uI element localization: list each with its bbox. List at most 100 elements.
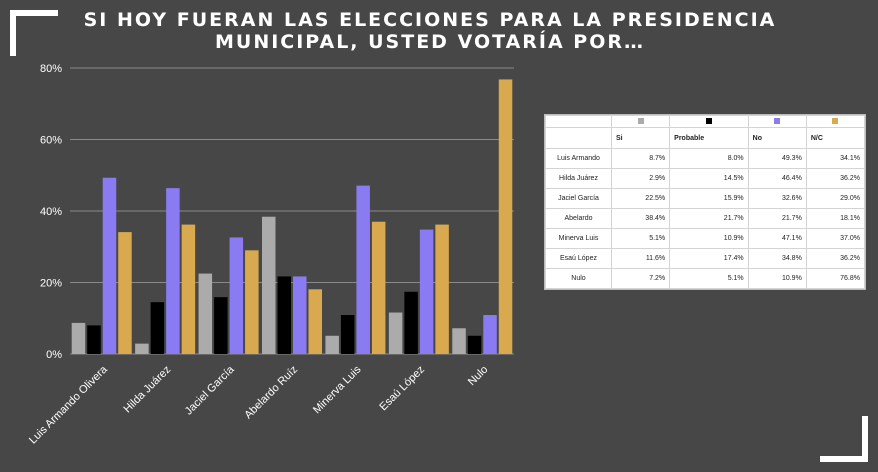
table-row-label: Abelardo <box>545 208 612 229</box>
table-header-row: Si Probable No N/C <box>545 127 866 149</box>
bar <box>419 229 434 354</box>
table-cell: 10.9% <box>669 228 749 249</box>
table-cell: 21.7% <box>747 208 807 229</box>
swatch-cell-nc <box>805 115 866 128</box>
bar <box>214 297 228 354</box>
table-row-label: Minerva Luis <box>545 228 612 249</box>
table-cell: 21.7% <box>669 208 749 229</box>
table-row-label: Hilda Juárez <box>545 168 612 189</box>
table-cell: 5.1% <box>669 268 749 289</box>
table-row: Abelardo 38.4% 21.7% 21.7% 18.1% <box>545 208 866 229</box>
bar <box>404 291 418 354</box>
table-cell: 2.9% <box>610 168 671 189</box>
bar <box>262 216 276 354</box>
table-cell: 29.0% <box>805 188 866 209</box>
bar <box>340 315 355 354</box>
bar <box>293 276 307 354</box>
table-cell: 38.4% <box>610 208 671 229</box>
table-row-label: Nulo <box>545 268 612 289</box>
table-cell: 5.1% <box>610 228 671 249</box>
bar <box>467 335 482 354</box>
bar <box>452 328 466 354</box>
bar <box>356 185 370 354</box>
table-row: Jaciel García 22.5% 15.9% 32.6% 29.0% <box>545 188 866 209</box>
y-tick-label: 60% <box>40 135 62 147</box>
x-tick-label: Luis Armando Olivera <box>27 363 110 446</box>
table-row: Esaú López 11.6% 17.4% 34.8% 36.2% <box>545 248 866 269</box>
x-tick-label: Esaú López <box>377 364 427 414</box>
x-tick-label: Nulo <box>466 364 490 388</box>
swatch-si <box>637 117 644 124</box>
bar <box>118 232 132 354</box>
swatch-probable <box>705 117 712 124</box>
corner-frame-top-left <box>10 10 58 56</box>
bar <box>71 322 86 354</box>
y-tick-label: 80% <box>40 63 62 75</box>
table-cell: 37.0% <box>805 228 866 249</box>
swatch-cell-si <box>610 115 671 128</box>
bar <box>198 273 213 354</box>
bar <box>150 302 165 354</box>
table-cell: 36.2% <box>805 248 866 269</box>
bar <box>229 237 244 354</box>
swatch-cell-probable <box>669 115 749 128</box>
bar <box>166 188 180 354</box>
table-row: Minerva Luis 5.1% 10.9% 47.1% 37.0% <box>545 228 866 249</box>
table-cell: 49.3% <box>747 148 807 169</box>
bar <box>181 224 196 354</box>
y-tick-label: 20% <box>40 278 62 290</box>
table-cell: 8.7% <box>610 148 671 169</box>
bar <box>371 221 386 354</box>
bar <box>388 312 403 354</box>
x-tick-label: Abelardo Ruíz <box>242 364 300 422</box>
page-title: SI HOY FUERAN LAS ELECCIONES PARA LA PRE… <box>83 9 777 53</box>
table-swatch-row <box>545 115 866 128</box>
table-cell: 76.8% <box>805 268 866 289</box>
table-row: Luis Armando 8.7% 8.0% 49.3% 34.1% <box>545 148 866 169</box>
bar <box>87 325 101 354</box>
x-tick-label: Hilda Juárez <box>122 364 174 416</box>
table-cell: 14.5% <box>669 168 749 189</box>
bar <box>135 343 149 354</box>
table-corner-cell <box>545 115 612 128</box>
table-cell: 15.9% <box>669 188 749 209</box>
bar <box>245 250 259 354</box>
table-cell: 36.2% <box>805 168 866 189</box>
bar <box>277 276 291 354</box>
table-header: N/C <box>805 127 866 149</box>
table-row-label: Jaciel García <box>545 188 612 209</box>
bar <box>483 315 497 354</box>
table-cell: 47.1% <box>747 228 807 249</box>
bar <box>435 224 449 354</box>
bar <box>325 335 339 354</box>
x-tick-label: Jaciel García <box>183 363 237 417</box>
bar <box>308 289 322 354</box>
table-row-label: Esaú López <box>545 248 612 269</box>
table-cell: 22.5% <box>610 188 671 209</box>
table-cell: 11.6% <box>610 248 671 269</box>
table-row: Hilda Juárez 2.9% 14.5% 46.4% 36.2% <box>545 168 866 189</box>
table-cell: 34.1% <box>805 148 866 169</box>
swatch-nc <box>832 117 839 124</box>
table-cell: 7.2% <box>610 268 671 289</box>
table-header-empty <box>545 127 612 149</box>
table-cell: 8.0% <box>669 148 749 169</box>
table-cell: 34.8% <box>747 248 807 269</box>
table-header: Si <box>610 127 671 149</box>
swatch-cell-no <box>747 115 807 128</box>
table-header: No <box>747 127 807 149</box>
y-tick-label: 40% <box>40 206 62 218</box>
bar <box>498 79 513 354</box>
table-row-label: Luis Armando <box>545 148 612 169</box>
table-cell: 32.6% <box>747 188 807 209</box>
corner-frame-bottom-right <box>820 416 868 462</box>
table-cell: 46.4% <box>747 168 807 189</box>
table-cell: 18.1% <box>805 208 866 229</box>
x-tick-label: Minerva Luis <box>311 363 364 416</box>
data-table: Si Probable No N/C Luis Armando 8.7% 8.0… <box>544 114 866 290</box>
table-cell: 10.9% <box>747 268 807 289</box>
table-cell: 17.4% <box>669 248 749 269</box>
bar <box>102 177 117 354</box>
table-header: Probable <box>669 127 749 149</box>
